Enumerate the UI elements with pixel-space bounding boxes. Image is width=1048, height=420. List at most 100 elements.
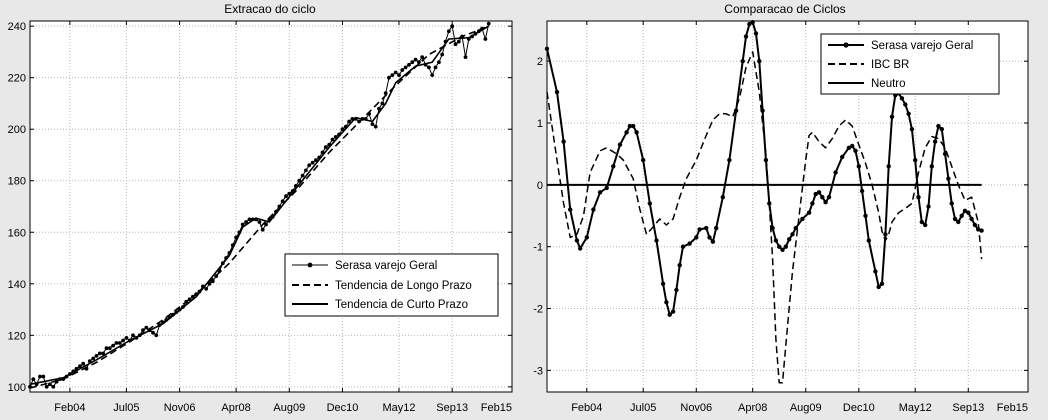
data-point: [760, 108, 765, 113]
data-point: [926, 204, 931, 209]
data-point: [58, 377, 62, 381]
data-point: [137, 333, 142, 338]
data-point: [48, 382, 52, 387]
data-point: [380, 101, 385, 106]
data-point: [387, 75, 391, 80]
data-point: [54, 379, 59, 384]
data-point: [899, 96, 905, 101]
data-point: [923, 222, 928, 228]
data-point: [330, 137, 335, 142]
data-point: [773, 238, 779, 243]
data-point: [367, 111, 371, 116]
data-point: [793, 225, 798, 231]
data-point: [591, 207, 596, 212]
data-point: [634, 130, 639, 135]
data-point: [584, 235, 589, 240]
x-tick-label: Aug09: [790, 402, 822, 414]
data-point: [466, 37, 471, 41]
data-point: [304, 168, 308, 173]
data-point: [357, 119, 361, 124]
data-point: [114, 341, 119, 345]
data-point: [740, 59, 745, 64]
data-point: [743, 34, 749, 39]
data-point: [97, 351, 102, 356]
data-point: [919, 219, 924, 225]
x-tick-label: May12: [382, 402, 415, 414]
data-point: [78, 364, 82, 369]
data-point: [413, 57, 418, 62]
data-point: [147, 328, 152, 333]
data-point: [733, 108, 739, 113]
data-point: [714, 225, 719, 231]
data-point: [400, 68, 405, 72]
data-point: [197, 289, 202, 294]
data-point: [437, 60, 441, 65]
data-point: [327, 142, 332, 147]
data-point: [101, 351, 105, 356]
data-point: [360, 117, 365, 121]
x-tick-label: Nov06: [680, 402, 712, 414]
y-tick-label: 120: [8, 330, 26, 342]
data-point: [297, 178, 302, 183]
data-point: [300, 173, 305, 178]
data-point: [770, 225, 775, 231]
data-point: [631, 123, 636, 129]
data-point: [340, 127, 345, 132]
data-point: [810, 201, 815, 206]
y-tick-label: 160: [8, 227, 26, 239]
data-point: [969, 216, 974, 222]
data-point: [87, 359, 92, 363]
legend: Serasa varejo Geral IBC BR Neutro: [820, 33, 1000, 95]
data-point: [270, 214, 275, 219]
data-point: [430, 73, 435, 77]
data-point: [107, 346, 112, 351]
data-point: [71, 369, 76, 374]
data-point: [707, 235, 712, 240]
data-point: [433, 65, 438, 70]
data-point: [833, 170, 838, 175]
plot-frame: [29, 20, 513, 393]
data-point: [350, 117, 355, 121]
axis-ticks: 100 120 140 160 180 200 220 240 Feb04 Jul05 Nov06 A…: [8, 21, 513, 414]
y-tick-label: -2: [533, 304, 543, 316]
x-tick-label: Feb15: [481, 402, 512, 414]
data-point: [677, 263, 682, 268]
data-point: [453, 42, 458, 47]
data-point: [420, 55, 425, 59]
data-point: [647, 201, 652, 206]
data-point: [667, 312, 672, 317]
data-point: [314, 158, 318, 163]
data-point: [423, 62, 428, 67]
y-tick-label: 0: [537, 180, 543, 192]
data-point: [427, 65, 431, 70]
data-point: [257, 220, 262, 224]
data-point: [627, 123, 633, 129]
data-point: [84, 366, 89, 371]
x-tick-label: Feb15: [997, 402, 1028, 414]
data-point: [240, 222, 245, 227]
data-point: [310, 160, 315, 165]
legend-label-serasa: Serasa varejo Geral: [335, 260, 437, 272]
data-point: [154, 333, 159, 338]
data-point: [654, 238, 659, 243]
data-point: [876, 284, 881, 290]
data-point: [124, 336, 129, 340]
data-point: [859, 188, 865, 194]
series-group: [544, 20, 984, 384]
data-point: [34, 382, 39, 387]
data-point: [443, 39, 448, 44]
data-point: [916, 195, 921, 200]
series-group: [28, 21, 491, 389]
data-point: [889, 114, 895, 120]
data-point: [936, 123, 941, 129]
data-point: [554, 89, 560, 95]
data-point: [913, 157, 918, 163]
data-point: [664, 300, 669, 305]
data-point: [757, 59, 762, 64]
x-tick-label: Jul05: [630, 402, 656, 414]
data-point: [909, 127, 915, 132]
data-point: [207, 281, 212, 286]
data-point: [790, 232, 795, 237]
data-point: [127, 338, 132, 343]
